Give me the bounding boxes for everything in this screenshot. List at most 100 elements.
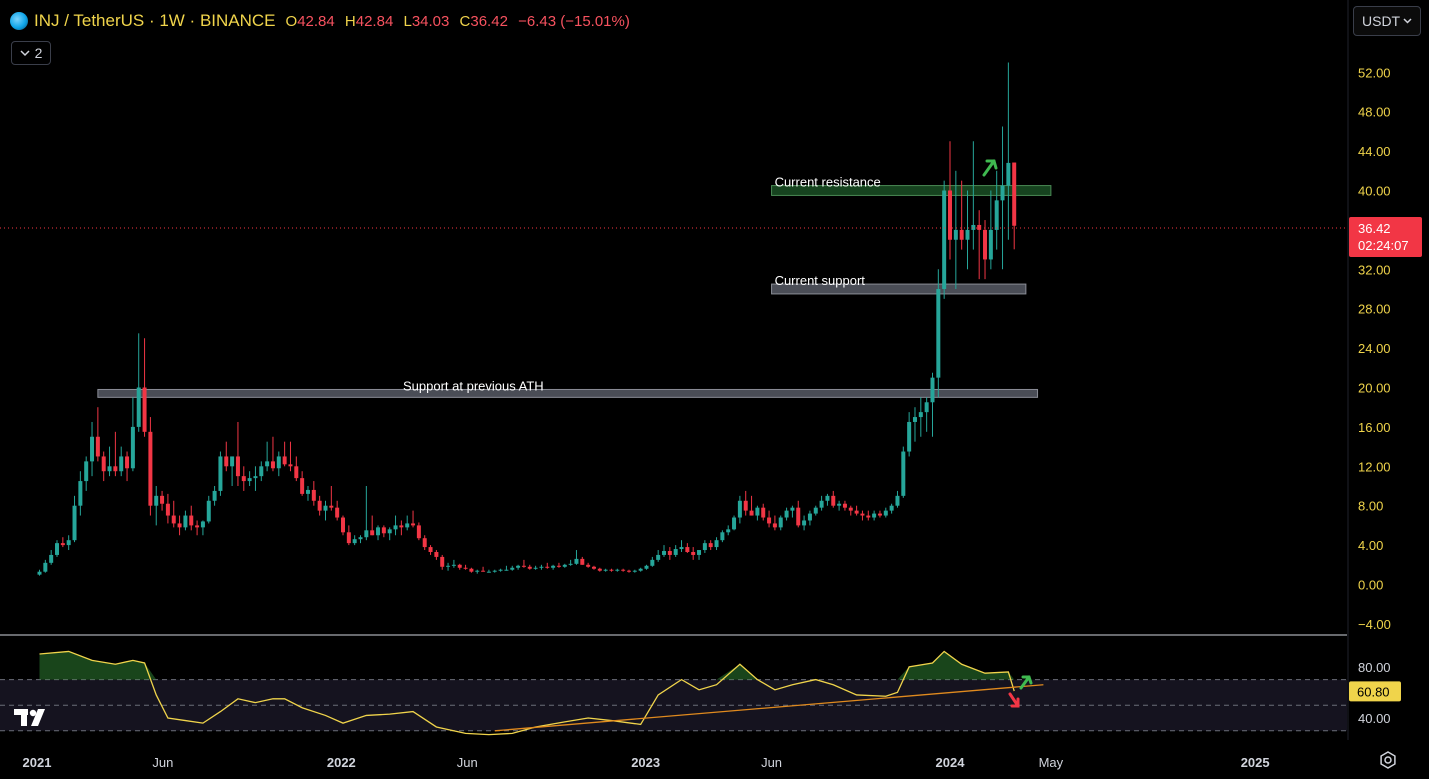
candle-body — [772, 523, 777, 528]
candle-body — [965, 229, 970, 240]
price-tick-label: 52.00 — [1358, 65, 1391, 80]
candle-body — [527, 566, 532, 569]
candle-body — [510, 567, 515, 570]
currency-select[interactable]: USDT — [1353, 6, 1421, 36]
candle-body — [130, 426, 135, 469]
candle-body — [650, 559, 655, 566]
price-tick-label: −4.00 — [1358, 617, 1391, 632]
candle-body — [305, 489, 310, 494]
time-axis[interactable]: 2021 Jun 2022 Jun 2023 Jun 2024 May 2025 — [23, 755, 1270, 770]
rsi-tick-label: 80.00 — [1358, 660, 1391, 675]
candle-body — [206, 500, 211, 522]
candle-body — [662, 551, 667, 555]
candle-body — [609, 569, 614, 571]
candle-body — [183, 515, 188, 528]
support-zone-label: Support at previous ATH — [403, 378, 544, 393]
candle-body — [282, 456, 287, 465]
candle-body — [136, 387, 141, 427]
candle-body — [837, 503, 842, 506]
candle-body — [533, 567, 538, 569]
candle-body — [562, 564, 567, 567]
candle-body — [749, 510, 754, 516]
candle-body — [55, 543, 60, 555]
candle-body — [405, 523, 410, 528]
candle-body — [591, 566, 596, 569]
candle-body — [895, 495, 900, 506]
candle-body — [1000, 185, 1005, 201]
high-value: 42.84 — [355, 12, 394, 30]
candle-body — [656, 554, 661, 560]
candle-body — [539, 566, 544, 568]
candle-body — [329, 505, 334, 508]
rsi-value-tag-label: 60.80 — [1357, 684, 1390, 699]
candle-body — [376, 527, 381, 536]
candle-body — [778, 517, 783, 528]
candle-body — [253, 476, 258, 479]
candle-body — [481, 570, 486, 572]
candle-body — [708, 543, 713, 548]
change-value: −6.43 (−15.01%) — [518, 12, 630, 30]
support-zone-label: Current support — [775, 273, 866, 288]
open-label: O — [285, 12, 298, 30]
settings-gear-icon[interactable] — [1379, 751, 1397, 769]
rsi-value-tag — [1349, 681, 1401, 702]
price-tick-label: 0.00 — [1358, 578, 1383, 593]
candle-body — [597, 568, 602, 571]
candle-body — [761, 507, 766, 518]
candle-body — [971, 224, 976, 230]
candle-body — [154, 495, 159, 506]
candle-body — [270, 461, 275, 469]
candle-body — [165, 503, 170, 516]
candle-body — [37, 571, 42, 575]
candle-body — [189, 515, 194, 526]
candle-body — [265, 461, 270, 467]
time-tick-label: Jun — [457, 755, 478, 770]
price-tick-label: 44.00 — [1358, 144, 1391, 159]
candle-body — [364, 530, 369, 538]
candle-body — [743, 500, 748, 511]
candle-body — [580, 558, 585, 565]
candle-body — [66, 540, 71, 546]
price-tag-value: 36.42 — [1358, 221, 1391, 236]
time-tick-label: 2021 — [23, 755, 52, 770]
price-tick-label: 4.00 — [1358, 538, 1383, 553]
candle-body — [276, 456, 281, 469]
indicators-toggle-button[interactable]: 2 — [11, 41, 51, 65]
candle-body — [621, 569, 626, 571]
support-zone — [97, 388, 1039, 398]
candle-body — [977, 224, 982, 230]
candle-body — [673, 549, 678, 555]
candle-body — [889, 505, 894, 511]
candle-body — [370, 530, 375, 536]
candle-body — [667, 551, 672, 555]
candle-body — [521, 565, 526, 567]
candle-body — [224, 456, 229, 467]
candle-body — [475, 570, 480, 572]
tradingview-logo-icon[interactable] — [14, 707, 52, 727]
candle-body — [119, 456, 124, 472]
candle-body — [247, 478, 252, 482]
time-tick-label: Jun — [152, 755, 173, 770]
candle-body — [335, 507, 340, 518]
candle-body — [574, 558, 579, 564]
chevron-down-icon — [20, 49, 30, 56]
symbol-title[interactable]: INJ / TetherUS · 1W · BINANCE — [34, 11, 276, 30]
candle-body — [848, 507, 853, 511]
candle-body — [90, 436, 95, 462]
support-zone — [771, 283, 1027, 295]
candle-body — [463, 567, 468, 569]
rsi-band-fill — [0, 679, 1347, 731]
low-value: 34.03 — [411, 12, 450, 30]
candle-body — [959, 229, 964, 240]
candle-body — [988, 229, 993, 260]
candle-body — [901, 451, 906, 496]
candle-body — [702, 543, 707, 551]
rsi-green-up-arrow — [1019, 675, 1033, 690]
candle-body — [346, 532, 351, 544]
candle-body — [434, 551, 439, 557]
candle-body — [492, 570, 497, 572]
candle-body — [714, 540, 719, 548]
candle-body — [288, 464, 293, 467]
candle-body — [195, 525, 200, 528]
